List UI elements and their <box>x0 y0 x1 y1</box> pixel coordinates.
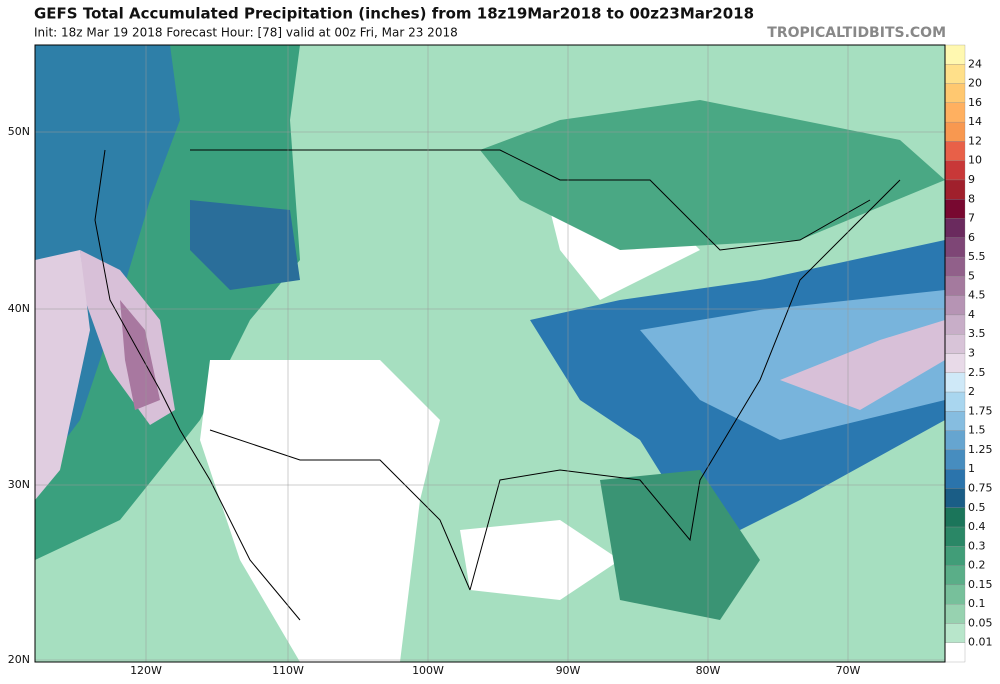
colorbar-label: 7 <box>968 212 975 225</box>
colorbar-label: 2 <box>968 385 975 398</box>
colorbar-label: 1.5 <box>968 424 986 437</box>
dry-southwest <box>200 360 440 662</box>
colorbar-label: 4.5 <box>968 289 986 302</box>
precip-northeast <box>480 100 945 250</box>
colorbar-label: 0.5 <box>968 501 986 514</box>
colorbar-swatch <box>944 64 966 84</box>
colorbar-label: 2.5 <box>968 366 986 379</box>
precip-florida <box>600 470 760 620</box>
map <box>35 45 945 662</box>
colorbar-label: 14 <box>968 115 982 128</box>
colorbar-swatch <box>944 314 966 335</box>
colorbar-label: 0.05 <box>968 616 993 629</box>
colorbar-swatch <box>944 256 966 277</box>
coast-east <box>469 179 901 591</box>
colorbar-label: 8 <box>968 192 975 205</box>
colorbar-swatch <box>944 526 966 547</box>
lon-label: 80W <box>696 664 721 677</box>
colorbar-label: 24 <box>968 57 982 70</box>
precip-rockies <box>190 200 300 290</box>
colorbar-label: 6 <box>968 231 975 244</box>
colorbar-swatch <box>944 565 966 586</box>
colorbar-swatch <box>944 218 966 238</box>
title: GEFS Total Accumulated Precipitation (in… <box>34 5 754 23</box>
colorbar-label: 9 <box>968 173 975 186</box>
coast-west <box>94 149 301 621</box>
lon-label: 70W <box>836 664 861 677</box>
lon-label: 90W <box>556 664 581 677</box>
colorbar-swatch <box>944 141 966 161</box>
colorbar-label: 0.1 <box>968 597 986 610</box>
colorbar-label: 10 <box>968 154 982 167</box>
colorbar: 24 20 16 14 12 10 9 8 7 6 5.5 5 4.5 4 3.5 3 2.5 2 1.75 1.5 1… <box>944 44 993 663</box>
colorbar-label: 0.4 <box>968 520 986 533</box>
colorbar-label: 5.5 <box>968 250 986 263</box>
colorbar-swatch <box>944 295 966 316</box>
border-canada <box>190 149 871 251</box>
colorbar-swatch <box>944 334 966 354</box>
colorbar-label: 0.3 <box>968 539 986 552</box>
colorbar-swatch <box>944 372 966 393</box>
colorbar-swatch <box>944 83 966 103</box>
colorbar-swatch <box>944 160 966 181</box>
subtitle: Init: 18z Mar 19 2018 Forecast Hour: [78… <box>34 26 458 40</box>
colorbar-swatch <box>944 237 966 258</box>
colorbar-swatch <box>944 102 966 123</box>
colorbar-swatch <box>944 642 966 663</box>
lon-label: 100W <box>412 664 444 677</box>
colorbar-label: 1 <box>968 462 975 475</box>
lat-label: 30N <box>8 478 30 491</box>
border-mexico <box>209 429 471 591</box>
colorbar-label: 3 <box>968 347 975 360</box>
lat-label: 40N <box>8 302 30 315</box>
lat-label: 20N <box>8 653 30 666</box>
colorbar-label: 3.5 <box>968 327 986 340</box>
colorbar-swatch <box>944 584 966 605</box>
lat-label: 50N <box>8 125 30 138</box>
colorbar-label: 1.25 <box>968 443 993 456</box>
lon-label: 110W <box>272 664 304 677</box>
map-frame <box>34 44 946 663</box>
colorbar-swatch <box>944 430 966 451</box>
lon-label: 120W <box>130 664 162 677</box>
colorbar-swatch <box>944 199 966 219</box>
borders <box>94 149 901 621</box>
colorbar-swatch <box>944 546 966 566</box>
colorbar-label: 5 <box>968 269 975 282</box>
colorbar-swatch <box>944 449 966 470</box>
colorbar-label: 0.2 <box>968 559 986 572</box>
precip-offshore <box>35 250 90 500</box>
colorbar-label: 1.75 <box>968 404 993 417</box>
dry-gulf <box>460 520 620 600</box>
source: TROPICALTIDBITS.COM <box>767 25 946 41</box>
colorbar-swatch <box>944 353 966 373</box>
colorbar-label: 16 <box>968 96 982 109</box>
colorbar-swatch <box>944 179 966 200</box>
colorbar-label: 20 <box>968 77 982 90</box>
colorbar-label: 0.01 <box>968 636 993 649</box>
colorbar-swatch <box>944 507 966 528</box>
colorbar-swatch <box>944 469 966 489</box>
precip-atlantic-max <box>780 320 945 410</box>
colorbar-swatch <box>944 121 966 142</box>
colorbar-label: 12 <box>968 134 982 147</box>
colorbar-swatch <box>944 604 966 624</box>
colorbar-swatch <box>944 276 966 296</box>
colorbar-swatch <box>944 44 966 65</box>
colorbar-label: 0.75 <box>968 481 993 494</box>
colorbar-swatch <box>944 488 966 508</box>
colorbar-swatch <box>944 411 966 431</box>
colorbar-swatch <box>944 391 966 412</box>
colorbar-label: 4 <box>968 308 975 321</box>
colorbar-swatch <box>944 623 966 643</box>
colorbar-label: 0.15 <box>968 578 993 591</box>
